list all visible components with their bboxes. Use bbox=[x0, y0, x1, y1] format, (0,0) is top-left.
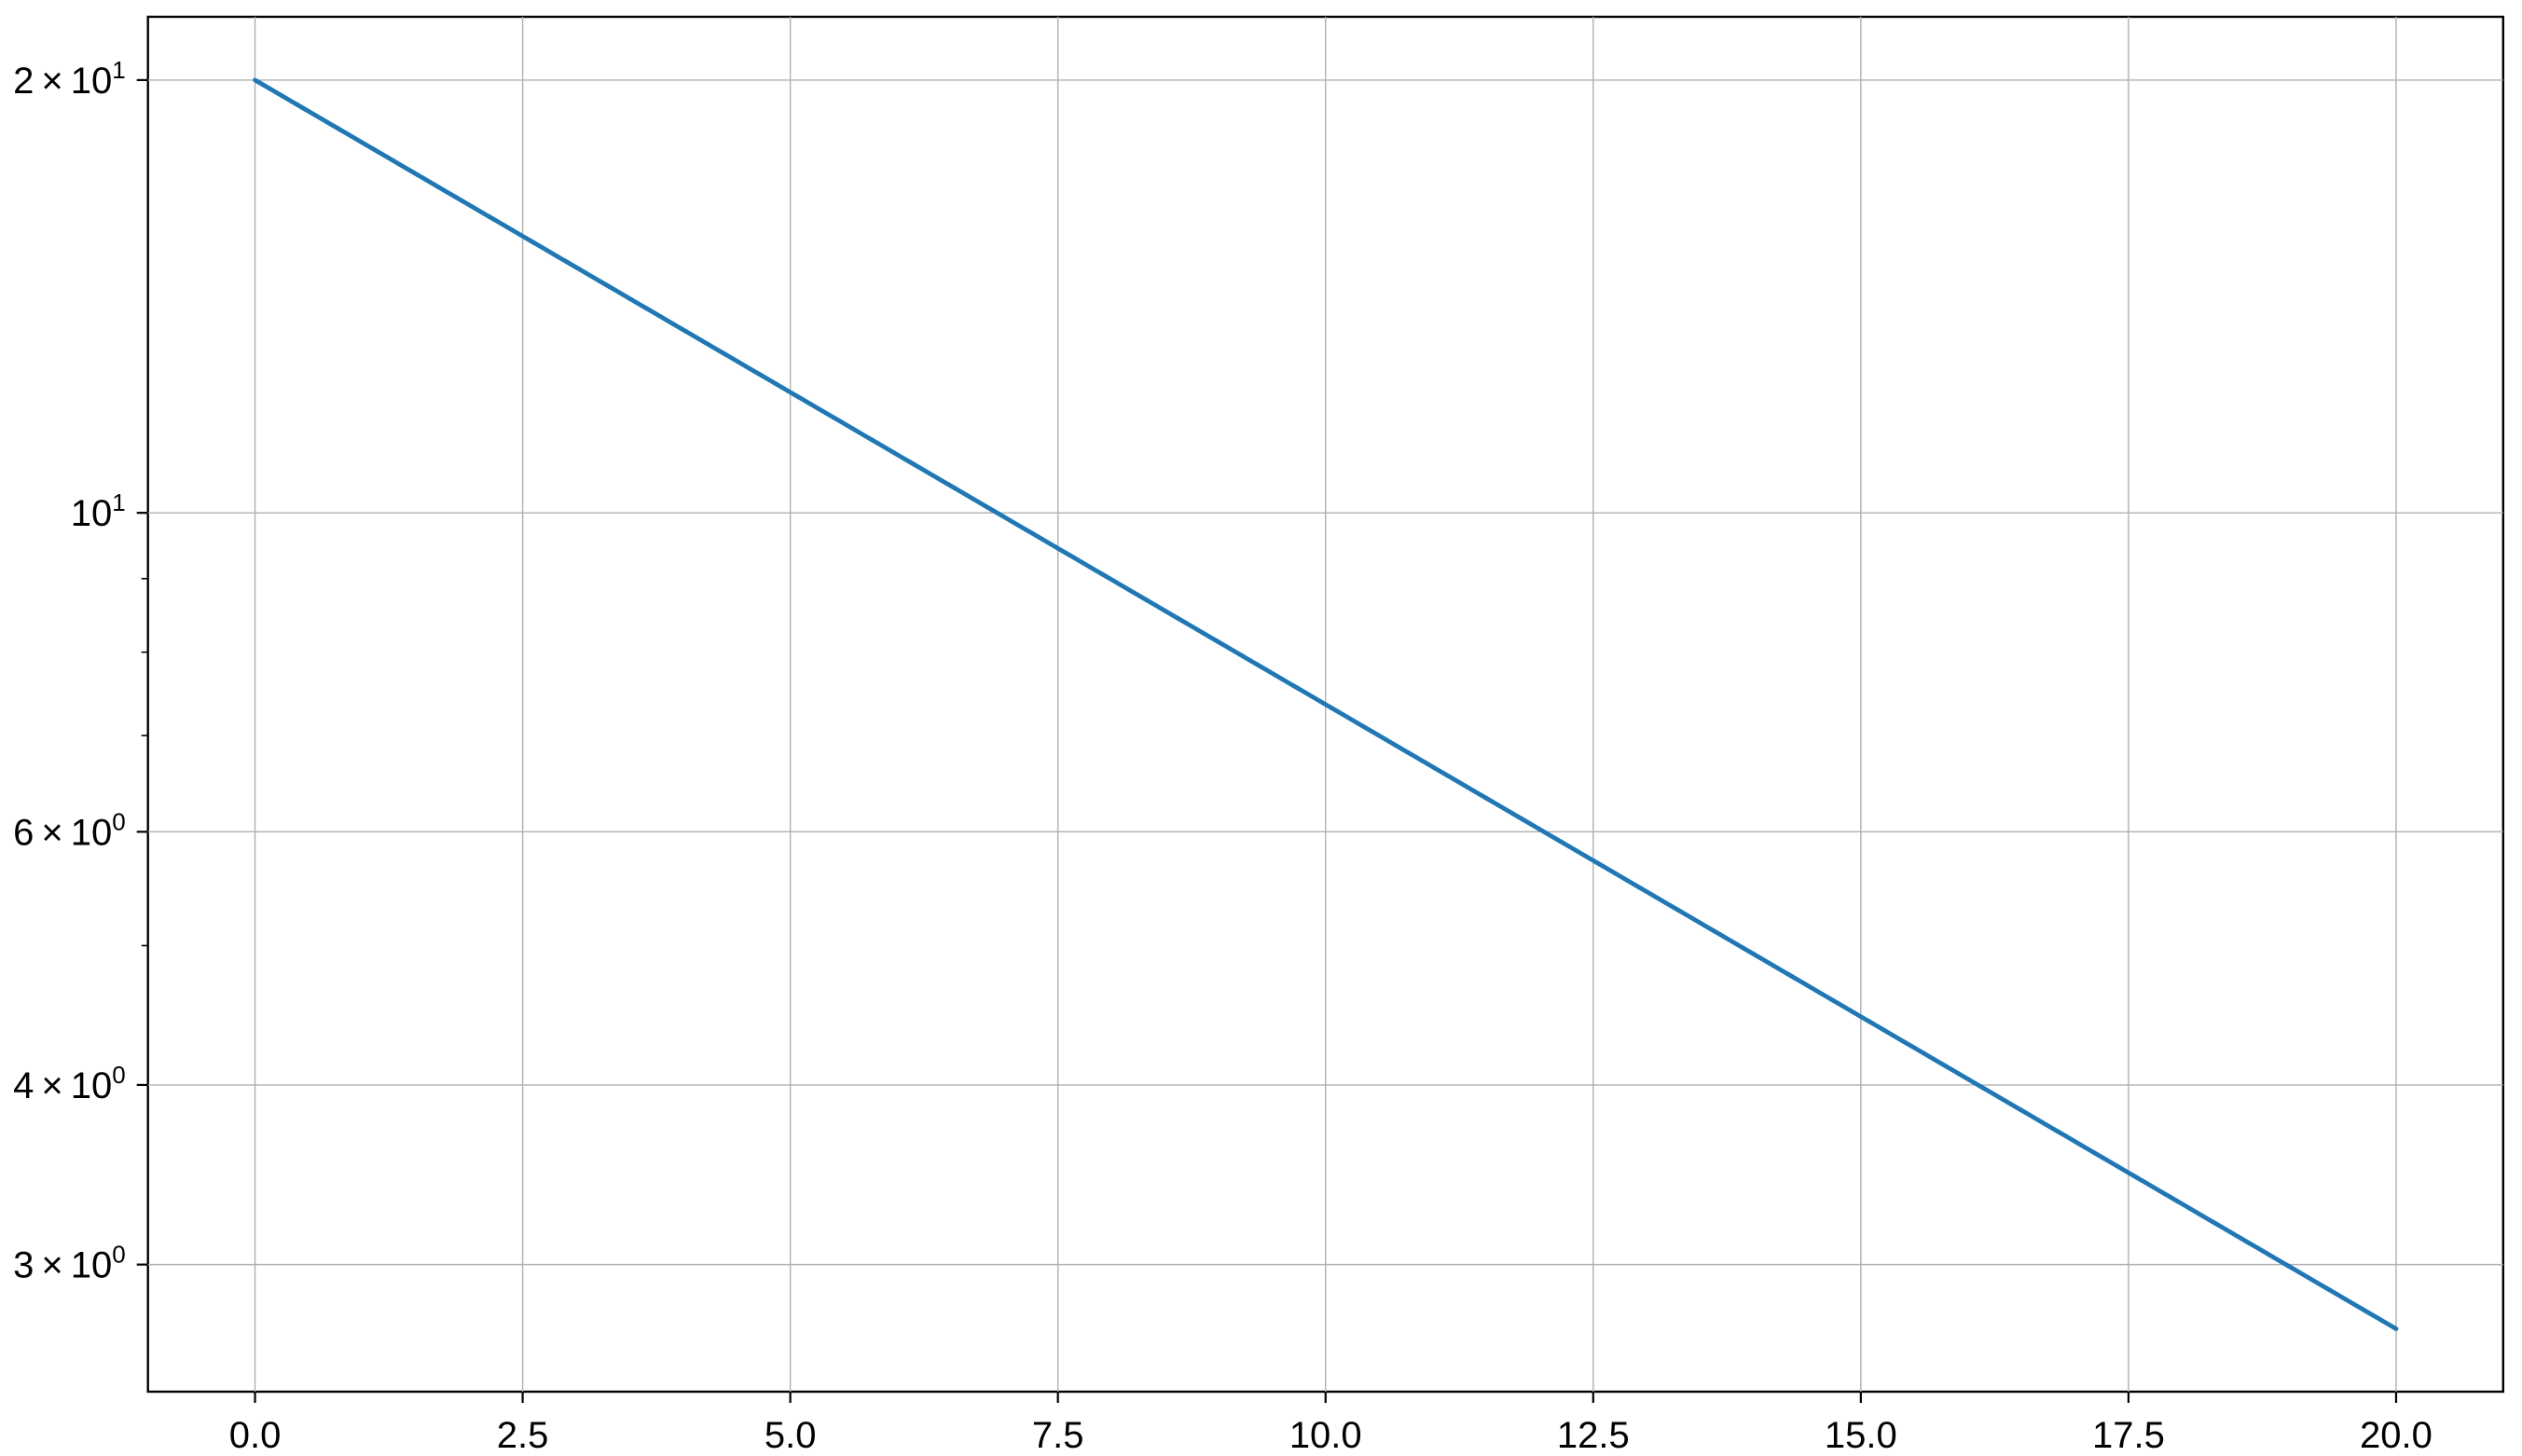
svg-text:4 × 100: 4 × 100 bbox=[13, 1061, 126, 1106]
svg-text:0.0: 0.0 bbox=[229, 1415, 282, 1456]
svg-text:2.5: 2.5 bbox=[497, 1415, 549, 1456]
svg-text:2 × 101: 2 × 101 bbox=[13, 56, 126, 102]
svg-text:6 × 100: 6 × 100 bbox=[13, 807, 126, 853]
svg-text:7.5: 7.5 bbox=[1032, 1415, 1084, 1456]
svg-text:12.5: 12.5 bbox=[1557, 1415, 1630, 1456]
svg-text:5.0: 5.0 bbox=[765, 1415, 817, 1456]
svg-text:17.5: 17.5 bbox=[2092, 1415, 2165, 1456]
svg-text:20.0: 20.0 bbox=[2360, 1415, 2432, 1456]
svg-text:10.0: 10.0 bbox=[1289, 1415, 1362, 1456]
svg-text:3 × 100: 3 × 100 bbox=[13, 1241, 126, 1286]
svg-text:15.0: 15.0 bbox=[1825, 1415, 1897, 1456]
